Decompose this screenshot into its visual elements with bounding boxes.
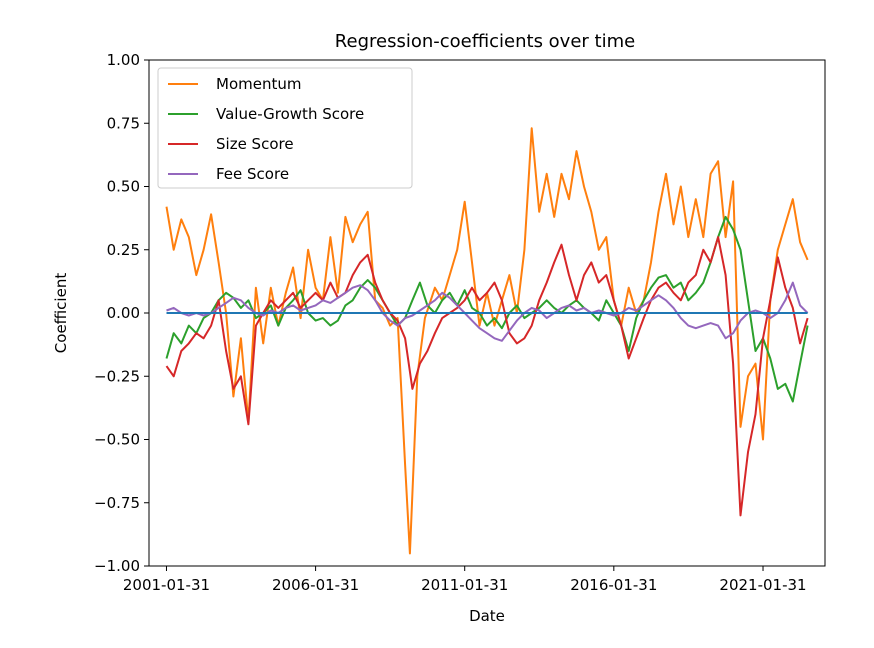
series-line-fee-score xyxy=(166,281,809,342)
x-tick-label: 2001-01-31 xyxy=(123,576,210,594)
series-group xyxy=(165,127,809,555)
x-tick-label: 2006-01-31 xyxy=(272,576,359,594)
legend-frame xyxy=(157,67,413,189)
legend-label: Size Score xyxy=(216,135,294,153)
series-line-momentum xyxy=(165,127,809,555)
x-axis: 2001-01-31 2006-01-31 2011-01-31 2016-01-31… xyxy=(123,566,807,594)
x-axis-label: Date xyxy=(469,607,505,625)
y-tick-label: 0.25 xyxy=(107,241,140,259)
x-tick-label: 2011-01-31 xyxy=(421,576,508,594)
y-tick-label: −0.50 xyxy=(94,431,140,449)
y-axis-label: Coefficient xyxy=(52,273,70,354)
x-tick-label: 2021-01-31 xyxy=(719,576,806,594)
x-tick-label: 2016-01-31 xyxy=(570,576,657,594)
y-tick-label: 0.50 xyxy=(107,178,140,196)
legend-label: Value-Growth Score xyxy=(216,105,364,123)
legend: Momentum Value-Growth Score Size Score Fee … xyxy=(157,67,413,189)
legend-label: Fee Score xyxy=(216,165,289,183)
y-tick-label: −0.75 xyxy=(94,494,140,512)
series-line-value-growth-score xyxy=(165,215,809,403)
series-line-size-score xyxy=(165,236,809,517)
y-tick-label: 0.75 xyxy=(107,114,140,132)
y-tick-label: −1.00 xyxy=(94,557,140,575)
y-tick-label: 1.00 xyxy=(107,51,140,69)
y-tick-label: 0.00 xyxy=(107,304,140,322)
legend-label: Momentum xyxy=(216,75,301,93)
chart-title: Regression-coefficients over time xyxy=(335,31,635,52)
y-axis: −1.00 −0.75 −0.50 −0.25 0.00 0.25 0.50 0.75 1.00 xyxy=(94,51,149,575)
y-tick-label: −0.25 xyxy=(94,367,140,385)
